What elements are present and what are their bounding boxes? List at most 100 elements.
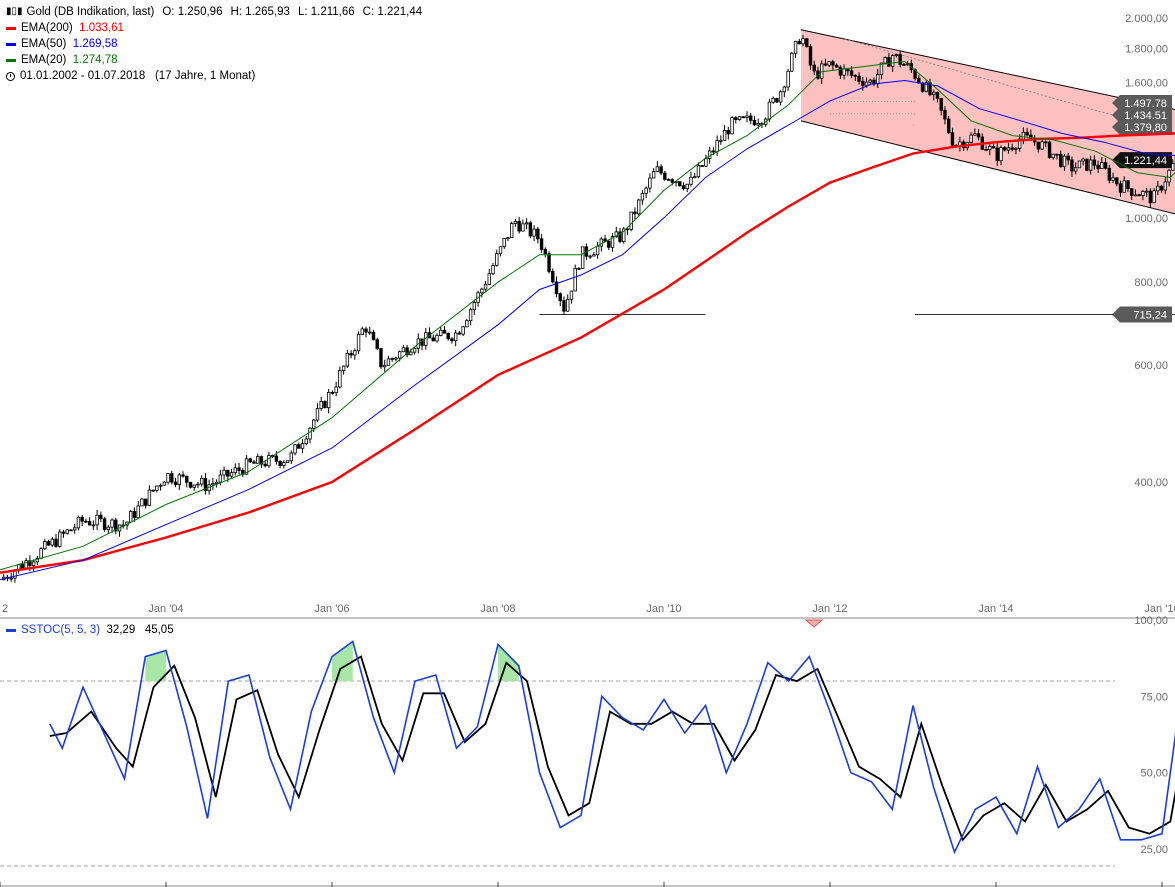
candle-body-130: [487, 273, 491, 285]
candle-body-182: [681, 185, 686, 190]
candle-body-13: [50, 538, 54, 546]
candle-body-155: [580, 246, 585, 269]
candle-body-247: [924, 82, 928, 92]
candle-body-11: [43, 541, 47, 550]
candle-body-291: [1088, 159, 1093, 171]
legend-ema20[interactable]: EMA(20) 1.274,78: [6, 52, 422, 68]
candle-body-307: [1148, 190, 1153, 204]
candle-body-162: [607, 240, 611, 248]
stoch-legend[interactable]: SSTOC(5, 5, 3) 32,29 45,05: [6, 624, 174, 636]
candle-body-260: [973, 133, 977, 136]
candle-body-199: [745, 115, 749, 118]
candle-body-26: [99, 514, 103, 520]
candle-body-253: [946, 118, 951, 134]
candle-body-289: [1081, 158, 1085, 162]
candle-body-63: [237, 467, 241, 471]
candle-body-214: [801, 38, 805, 45]
candle-body-134: [502, 238, 506, 248]
candle-body-294: [1100, 162, 1104, 169]
candle-body-50: [188, 481, 193, 488]
legend-ema200[interactable]: EMA(200) 1.033,61: [6, 20, 422, 36]
candle-body-18: [69, 529, 73, 532]
candle-body-77: [289, 452, 294, 462]
candle-body-67: [252, 461, 256, 464]
stoch-overbought-fill-7: [145, 650, 166, 681]
candle-body-186: [696, 165, 701, 178]
candle-body-266: [995, 147, 999, 162]
candle-body-133: [498, 246, 503, 255]
low-value: 1.211,66: [310, 6, 355, 18]
candle-body-44: [166, 473, 170, 483]
candle-body-150: [562, 300, 566, 312]
candle-body-124: [465, 320, 469, 328]
price-badge-2: 1.379,80: [1112, 119, 1172, 135]
candle-body-104: [390, 358, 394, 360]
candle-body-118: [442, 329, 447, 334]
candle-body-278: [1040, 141, 1044, 150]
candle-body-232: [868, 79, 872, 83]
candle-body-201: [752, 119, 757, 126]
candle-body-17: [65, 529, 69, 534]
candle-body-16: [61, 531, 66, 534]
candle-body-43: [162, 481, 167, 486]
candle-body-198: [741, 116, 745, 119]
candle-body-62: [233, 467, 238, 473]
candle-body-220: [823, 63, 828, 66]
candle-body-268: [1003, 147, 1007, 151]
candle-body-149: [558, 293, 562, 301]
candle-body-297: [1111, 177, 1115, 181]
candle-body-267: [999, 147, 1003, 162]
candle-body-300: [1122, 180, 1126, 193]
x-tick-label-2: Jan '06: [314, 603, 349, 615]
candle-body-39: [147, 489, 152, 506]
ema20-name: EMA(20): [21, 54, 67, 66]
candle-body-117: [439, 329, 443, 336]
candle-body-80: [300, 443, 305, 449]
candle-body-140: [524, 222, 529, 225]
candle-body-102: [383, 364, 387, 368]
stoch-d-value: 45,05: [144, 624, 174, 636]
candle-body-283: [1059, 153, 1063, 168]
candle-body-14: [54, 538, 58, 547]
legend-ema50[interactable]: EMA(50) 1.269,58: [6, 36, 422, 52]
ema50-name: EMA(50): [21, 38, 67, 50]
candle-body-82: [308, 427, 312, 440]
candle-body-47: [177, 474, 181, 485]
candle-body-170: [636, 199, 641, 215]
candle-body-69: [259, 456, 264, 465]
candle-body-313: [1171, 163, 1175, 171]
channel-lower-line: [800, 120, 1175, 215]
candle-body-305: [1141, 191, 1145, 196]
candle-body-73: [274, 455, 279, 462]
candle-body-288: [1077, 160, 1082, 169]
candle-body-293: [1096, 164, 1100, 169]
candle-body-205: [767, 101, 772, 120]
candle-body-148: [554, 281, 559, 295]
candle-body-189: [707, 150, 712, 159]
x-tick-label-4: Jan '10: [646, 603, 681, 615]
candle-body-24: [91, 524, 96, 527]
candle-body-193: [722, 130, 727, 141]
candle-body-27: [102, 518, 107, 530]
candle-body-87: [326, 391, 331, 409]
candle-body-145: [543, 248, 548, 255]
candle-body-298: [1115, 177, 1119, 185]
candle-body-22: [84, 520, 88, 523]
trend-channel: [800, 29, 1175, 214]
ema50-value: 1.269,58: [72, 38, 118, 50]
stoch-d-line: [49, 655, 1175, 842]
candle-body-277: [1036, 141, 1041, 150]
ema200-swatch: [6, 26, 16, 30]
candle-body-212: [793, 40, 798, 54]
candle-body-85: [319, 401, 323, 409]
candle-body-282: [1055, 153, 1059, 156]
candle-body-34: [129, 511, 133, 523]
candle-body-79: [297, 444, 301, 449]
low-label: L:: [297, 6, 308, 18]
candle-body-136: [509, 223, 514, 239]
candle-body-98: [368, 331, 372, 334]
candle-body-208: [778, 91, 783, 103]
candle-body-309: [1156, 185, 1160, 192]
candle-body-57: [214, 481, 219, 484]
